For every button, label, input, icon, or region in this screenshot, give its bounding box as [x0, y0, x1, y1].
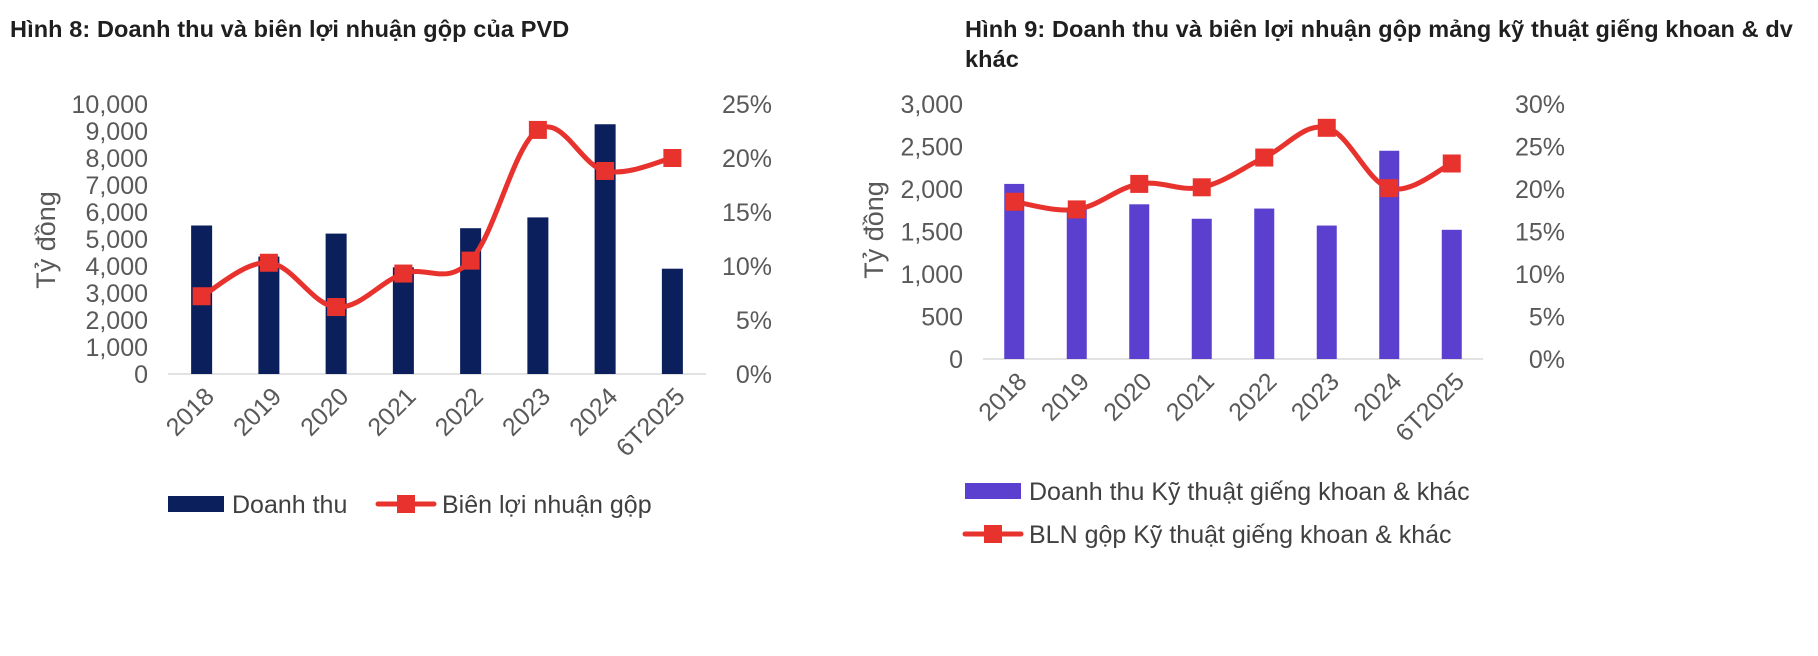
x-tick-label: 2021: [362, 382, 421, 441]
y-tick-label: 500: [921, 304, 963, 332]
legend-label: Doanh thu: [232, 491, 347, 519]
margin-marker-2023: [1317, 118, 1336, 137]
legend-label: Doanh thu Kỹ thuật giếng khoan & khác: [1029, 478, 1470, 506]
y2-tick-label: 0%: [736, 361, 772, 389]
x-tick-label: 2020: [295, 382, 354, 441]
x-tick-label: 2022: [1223, 367, 1282, 426]
y-tick-label: 9,000: [85, 118, 148, 146]
x-tick-label: 2018: [161, 382, 220, 441]
margin-marker-6T2025: [1442, 154, 1461, 173]
margin-line: [199, 124, 675, 310]
legend-marker-swatch: [984, 525, 1002, 543]
margin-marker-2019: [259, 253, 278, 272]
x-tick-label: 2021: [1161, 367, 1220, 426]
y2-tick-label: 5%: [1529, 304, 1565, 332]
legend-bar-swatch: [168, 496, 224, 512]
y2-tick-label: 15%: [1515, 219, 1565, 247]
x-tick-label: 2019: [228, 382, 287, 441]
y2-tick-label: 25%: [1515, 134, 1565, 162]
bar-6T2025: [661, 268, 683, 374]
y-axis-title: Tỷ đồng: [859, 181, 889, 279]
margin-marker-6T2025: [663, 149, 682, 167]
chart-panel-hinh-8: Hình 8: Doanh thu và biên lợi nhuận gộp …: [0, 0, 905, 656]
bar-2021: [1191, 218, 1212, 359]
margin-marker-2018: [192, 287, 211, 306]
chart-title: Hình 9: Doanh thu và biên lợi nhuận gộp …: [965, 16, 1793, 72]
y2-tick-label: 5%: [736, 307, 772, 335]
bar-2023: [1316, 225, 1337, 359]
y-tick-label: 2,500: [900, 134, 963, 162]
y-tick-label: 1,500: [900, 219, 963, 247]
y-tick-label: 8,000: [85, 145, 148, 173]
x-tick-label: 2019: [1036, 367, 1095, 426]
y-tick-label: 6,000: [85, 199, 148, 227]
margin-marker-2021: [394, 264, 413, 283]
y-tick-label: 7,000: [85, 172, 148, 200]
margin-marker-2018: [1005, 192, 1024, 211]
chart-title: Hình 8: Doanh thu và biên lợi nhuận gộp …: [10, 16, 570, 42]
revenue-margin-chart-drilling: 0 500 1,000 1,500 2,000 2,500 3,000 0% 5% 10% 15% 2…: [859, 91, 1565, 549]
x-tick-label: 2022: [430, 382, 489, 441]
x-tick-label: 2024: [564, 382, 623, 441]
legend-label: Biên lợi nhuận gộp: [442, 491, 652, 519]
y-tick-label: 0: [949, 346, 963, 374]
y-tick-label: 0: [134, 361, 148, 389]
x-tick-label: 2023: [497, 382, 556, 441]
y-tick-label: 5,000: [85, 226, 148, 254]
bar-6T2025: [1441, 229, 1462, 359]
y2-tick-label: 0%: [1529, 346, 1565, 374]
y2-tick-label: 20%: [722, 145, 772, 173]
margin-marker-2020: [1130, 174, 1149, 193]
revenue-margin-chart-pvd: 01,0002,0003,0004,0005,0006,0007,0008,00…: [31, 91, 772, 519]
x-tick-label: 6T2025: [611, 382, 691, 462]
bar-2018: [1004, 183, 1025, 359]
x-tick-label: 2018: [973, 367, 1032, 426]
y-tick-label: 2,000: [85, 307, 148, 335]
y2-tick-label: 15%: [722, 199, 772, 227]
legend-bar-swatch: [965, 483, 1021, 499]
margin-marker-2019: [1067, 200, 1086, 219]
bar-2023: [527, 217, 549, 374]
margin-marker-2022: [1255, 148, 1274, 167]
bar-2024: [594, 124, 616, 374]
y-tick-label: 3,000: [900, 91, 963, 119]
bar-2022: [1254, 208, 1275, 359]
y-axis-title: Tỷ đồng: [31, 191, 61, 289]
y-tick-label: 1,000: [85, 334, 148, 362]
margin-marker-2023: [528, 120, 547, 139]
bar-2019: [258, 256, 280, 374]
legend-marker-swatch: [397, 495, 415, 513]
chart-panel-hinh-9: Hình 9: Doanh thu và biên lợi nhuận gộp …: [859, 0, 1818, 656]
margin-marker-2020: [327, 298, 346, 317]
x-tick-label: 6T2025: [1390, 367, 1470, 447]
legend-label: BLN gộp Kỹ thuật giếng khoan & khác: [1029, 521, 1452, 549]
y-tick-label: 4,000: [85, 253, 148, 281]
y2-tick-label: 30%: [1515, 91, 1565, 119]
y-tick-label: 1,000: [900, 261, 963, 289]
y-tick-label: 2,000: [900, 176, 963, 204]
y2-tick-label: 10%: [722, 253, 772, 281]
bar-2020: [1129, 204, 1150, 359]
y2-tick-label: 10%: [1515, 261, 1565, 289]
margin-marker-2024: [1380, 179, 1399, 198]
y2-tick-label: 20%: [1515, 176, 1565, 204]
y2-tick-label: 25%: [722, 91, 772, 119]
margin-marker-2024: [596, 161, 615, 180]
margin-marker-2021: [1192, 178, 1211, 197]
bar-2019: [1066, 209, 1087, 359]
x-tick-label: 2020: [1098, 367, 1157, 426]
bar-2021: [392, 267, 414, 374]
x-tick-label: 2023: [1286, 367, 1345, 426]
y-tick-label: 10,000: [72, 91, 148, 119]
y-tick-label: 3,000: [85, 280, 148, 308]
bar-2024: [1379, 150, 1400, 359]
margin-marker-2022: [461, 251, 480, 270]
